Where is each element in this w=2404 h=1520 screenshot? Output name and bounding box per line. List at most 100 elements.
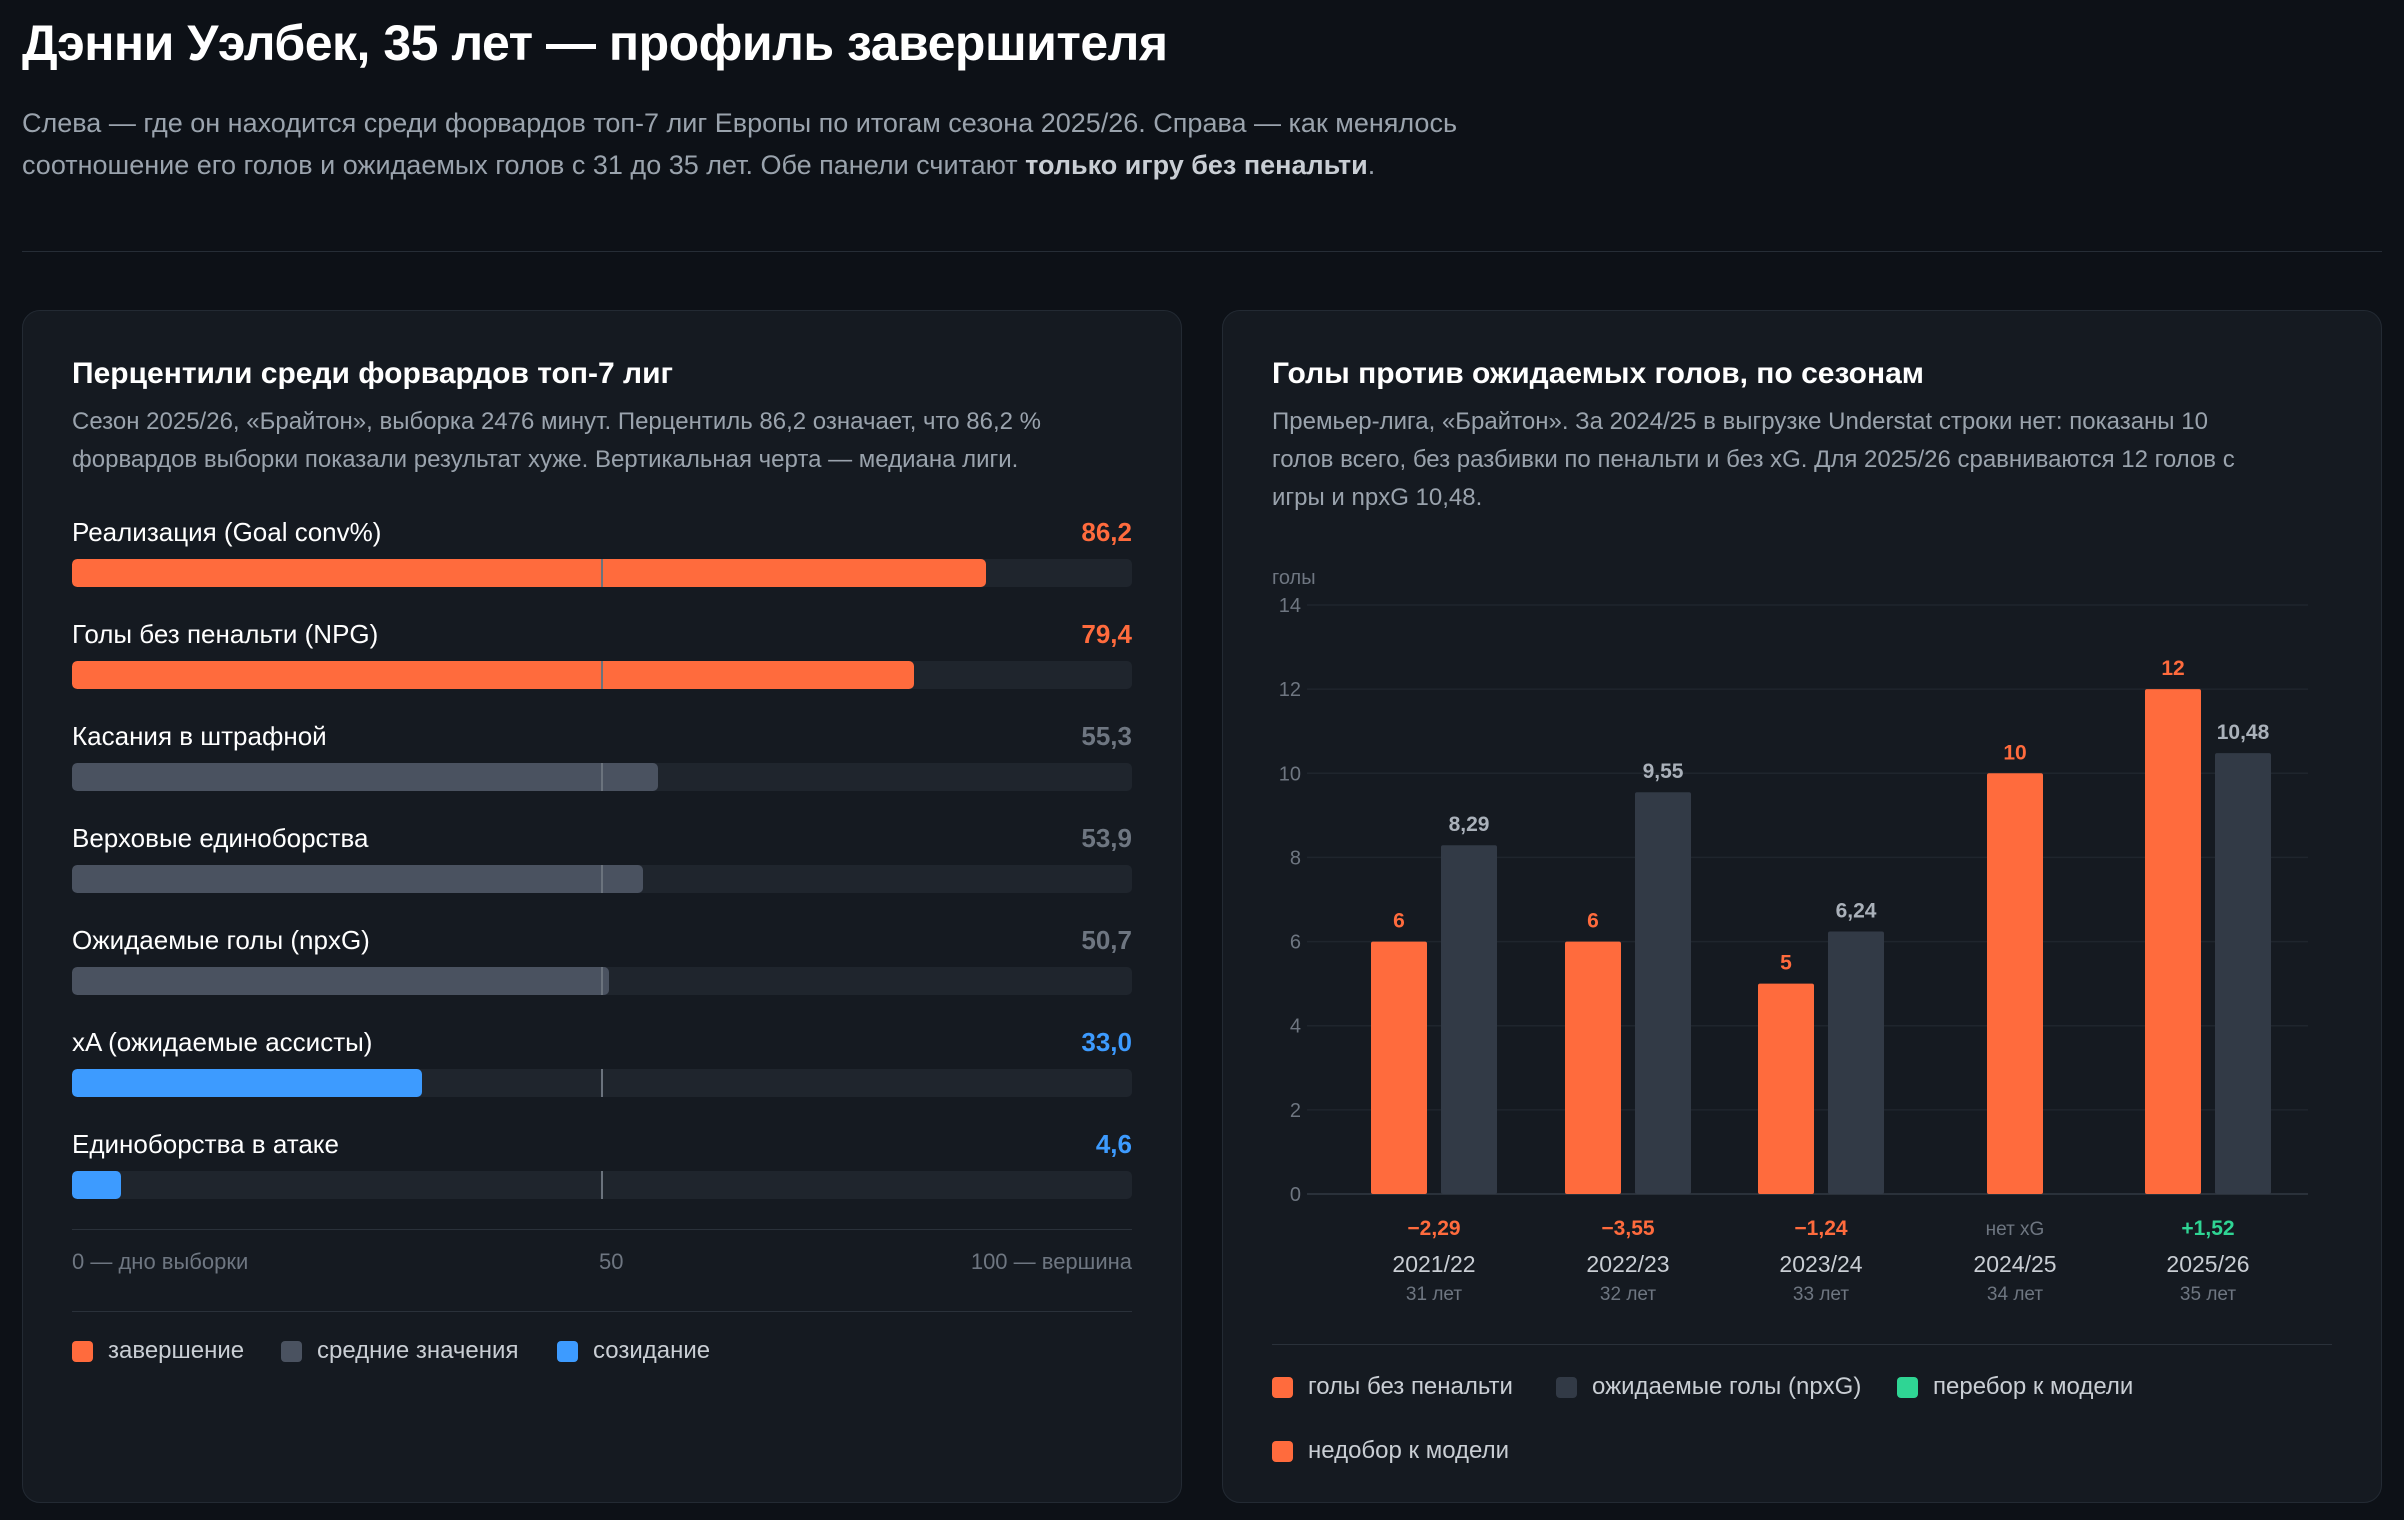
season-label: 2023/24 xyxy=(1779,1251,1862,1277)
percentile-value-label: 86,2 xyxy=(1081,517,1132,547)
percentile-bar xyxy=(72,1171,121,1199)
percentile-value-label: 4,6 xyxy=(1095,1129,1132,1159)
goals-bar xyxy=(1758,983,1814,1194)
legend-label-creation: созидание xyxy=(593,1337,711,1364)
y-tick-label: 6 xyxy=(1290,932,1301,954)
age-label: 34 лет xyxy=(1987,1284,2043,1305)
xg-value-label: 9,55 xyxy=(1643,760,1684,783)
legend-swatch-average xyxy=(281,1340,302,1362)
season-label: 2024/25 xyxy=(1973,1251,2056,1277)
y-tick-label: 2 xyxy=(1290,1100,1301,1122)
goals-value-label: 6 xyxy=(1587,910,1599,933)
percentile-metric-label: Верховые единоборства xyxy=(72,823,369,853)
season-label: 2025/26 xyxy=(2166,1251,2249,1277)
median-marker xyxy=(601,559,603,587)
page-subtitle-end: . xyxy=(1367,150,1376,180)
diff-label: −1,24 xyxy=(1794,1217,1847,1240)
y-tick-label: 4 xyxy=(1290,1016,1301,1038)
percentile-bar xyxy=(72,559,986,587)
percentile-row: Верховые единоборства 53,9 xyxy=(72,823,1132,903)
goals-bar-chart: голы 0 2 4 6 8 10 12 14 6 8,29 −2,29 2021/22 31 лет 6 9… xyxy=(1272,567,2308,1305)
legend-npxg: ожидаемые голы (npxG) xyxy=(1556,1373,1861,1401)
legend-finishing: завершение xyxy=(72,1337,244,1365)
percentile-bar-track xyxy=(72,559,1132,587)
percentile-bar-track xyxy=(72,1069,1132,1097)
percentile-row: Реализация (Goal conv%) 86,2 xyxy=(72,517,1132,597)
legend-swatch-underperform xyxy=(1272,1440,1293,1462)
percentile-value-label: 53,9 xyxy=(1081,823,1132,853)
legend-swatch-npxg xyxy=(1556,1376,1577,1398)
goals-vs-xg-panel: Голы против ожидаемых голов, по сезонам … xyxy=(1222,310,2382,1503)
goals-subtitle-line2: голов всего, без разбивки по пенальти и … xyxy=(1272,446,2235,473)
page-subtitle: Слева — где он находится среди форвардов… xyxy=(22,102,1622,186)
percentile-panel: Перцентили среди форвардов топ-7 лиг Сез… xyxy=(22,310,1182,1503)
diff-label: −2,29 xyxy=(1407,1217,1460,1240)
percentile-metric-label: Единоборства в атаке xyxy=(72,1129,339,1159)
goals-bar xyxy=(1565,941,1621,1194)
percentile-row: Единоборства в атаке 4,6 xyxy=(72,1129,1132,1209)
y-tick-label: 10 xyxy=(1279,763,1301,785)
legend-label-finishing: завершение xyxy=(108,1337,245,1364)
y-axis-label: голы xyxy=(1272,567,1316,589)
percentile-metric-label: Ожидаемые голы (npxG) xyxy=(72,925,370,955)
goals-subtitle-line1: Премьер-лига, «Брайтон». За 2024/25 в вы… xyxy=(1272,408,2208,435)
xg-bar xyxy=(1828,931,1884,1194)
percentile-bar xyxy=(72,1069,422,1097)
percentile-metric-label: Касания в штрафной xyxy=(72,721,327,751)
legend-overperform: перебор к модели xyxy=(1897,1373,2133,1401)
xg-value-label: 10,48 xyxy=(2217,721,2270,744)
season-label: 2021/22 xyxy=(1392,1251,1475,1277)
percentile-row: xA (ожидаемые ассисты) 33,0 xyxy=(72,1027,1132,1107)
xg-bar xyxy=(1441,845,1497,1194)
percentile-metric-label: Реализация (Goal conv%) xyxy=(72,517,382,547)
percentile-bar-track xyxy=(72,865,1132,893)
diff-label: нет xG xyxy=(1986,1219,2045,1240)
page-subtitle-bold: только игру без пенальти xyxy=(1025,150,1368,180)
xg-value-label: 8,29 xyxy=(1449,813,1490,836)
percentile-row: Голы без пенальти (NPG) 79,4 xyxy=(72,619,1132,699)
age-label: 33 лет xyxy=(1793,1284,1849,1305)
goals-bar xyxy=(1371,941,1427,1194)
percentile-bar xyxy=(72,865,644,893)
goals-value-label: 12 xyxy=(2161,657,2184,680)
legend-underperform: недобор к модели xyxy=(1272,1437,1509,1465)
goals-value-label: 5 xyxy=(1780,952,1792,975)
median-marker xyxy=(601,1171,603,1199)
legend-swatch-npg xyxy=(1272,1376,1293,1398)
percentile-row: Касания в штрафной 55,3 xyxy=(72,721,1132,801)
median-marker xyxy=(601,865,603,893)
percentile-bar xyxy=(72,661,914,689)
percentile-bar-track xyxy=(72,763,1132,791)
age-label: 32 лет xyxy=(1600,1284,1656,1305)
goals-panel-title: Голы против ожидаемых голов, по сезонам xyxy=(1272,357,1924,390)
percentile-panel-title: Перцентили среди форвардов топ-7 лиг xyxy=(72,357,674,390)
scale-axis-line xyxy=(72,1229,1132,1230)
legend-label-underperform: недобор к модели xyxy=(1308,1437,1509,1464)
goals-subtitle-line3: игры и npxG 10,48. xyxy=(1272,484,1483,511)
percentile-value-label: 50,7 xyxy=(1081,925,1132,955)
age-label: 35 лет xyxy=(2180,1284,2236,1305)
legend-swatch-overperform xyxy=(1897,1376,1918,1398)
scale-label-mid: 50 xyxy=(599,1249,624,1274)
xg-bar xyxy=(2215,753,2271,1194)
legend-npg: голы без пенальти xyxy=(1272,1373,1513,1401)
percentile-value-label: 33,0 xyxy=(1081,1027,1132,1057)
legend-average: средние значения xyxy=(281,1337,518,1365)
page-title: Дэнни Уэлбек, 35 лет — профиль завершите… xyxy=(22,15,1168,71)
xg-bar xyxy=(1635,792,1691,1194)
y-tick-label: 8 xyxy=(1290,847,1301,869)
percentile-bar xyxy=(72,763,659,791)
median-marker xyxy=(601,1069,603,1097)
goals-bar xyxy=(1987,773,2043,1194)
legend-creation: созидание xyxy=(557,1337,710,1365)
percentile-value-label: 79,4 xyxy=(1081,619,1132,649)
scale-label-max: 100 — вершина xyxy=(970,1249,1132,1274)
goals-value-label: 6 xyxy=(1393,910,1405,933)
header-divider xyxy=(22,251,2382,252)
percentile-subtitle-line1: Сезон 2025/26, «Брайтон», выборка 2476 м… xyxy=(72,408,1041,435)
diff-label: −3,55 xyxy=(1601,1217,1654,1240)
page-subtitle-line1: Слева — где он находится среди форвардов… xyxy=(22,108,1458,138)
page-subtitle-line2: соотношение его голов и ожидаемых голов … xyxy=(22,150,1026,180)
legend-swatch-creation xyxy=(557,1340,578,1362)
median-marker xyxy=(601,967,603,995)
